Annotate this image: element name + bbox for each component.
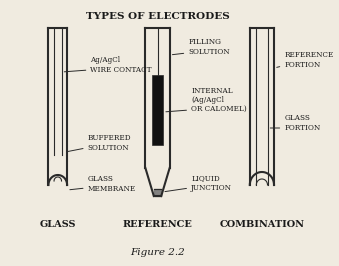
Text: GLASS
MEMBRANE: GLASS MEMBRANE (87, 175, 136, 193)
Text: COMBINATION: COMBINATION (219, 220, 304, 229)
Bar (152, 75, 163, 145)
Text: BUFFERED
SOLUTION: BUFFERED SOLUTION (87, 134, 131, 152)
Text: LIQUID
JUNCTION: LIQUID JUNCTION (191, 174, 232, 192)
Text: GLASS
PORTION: GLASS PORTION (284, 114, 321, 132)
Text: TYPES OF ELECTRODES: TYPES OF ELECTRODES (86, 12, 230, 21)
Text: GLASS: GLASS (40, 220, 76, 229)
Text: REFERENCE: REFERENCE (123, 220, 193, 229)
Text: Ag/AgCl
WIRE CONTACT: Ag/AgCl WIRE CONTACT (91, 56, 152, 74)
Text: FILLING
SOLUTION: FILLING SOLUTION (188, 38, 230, 56)
Text: INTERNAL
(Ag/AgCl
OR CALOMEL): INTERNAL (Ag/AgCl OR CALOMEL) (191, 87, 247, 113)
Text: REFERENCE
PORTION: REFERENCE PORTION (284, 51, 334, 69)
Text: Figure 2.2: Figure 2.2 (131, 248, 185, 257)
